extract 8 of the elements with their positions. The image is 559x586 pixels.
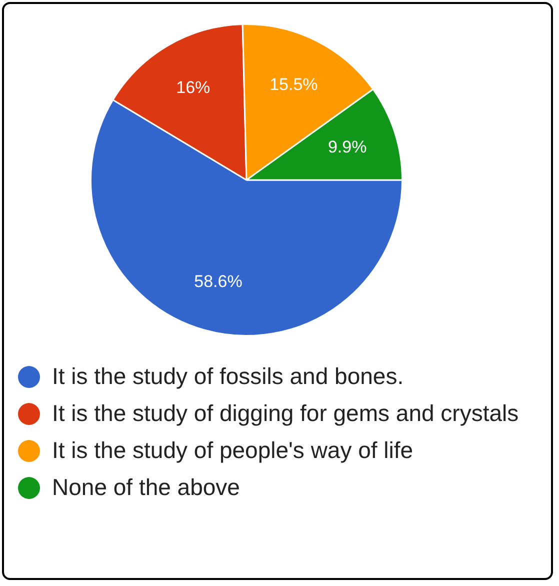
legend-label: It is the study of digging for gems and crystals — [52, 399, 519, 428]
data-label: 58.6% — [194, 272, 242, 291]
data-label: 9.9% — [328, 137, 367, 156]
data-label: 15.5% — [270, 74, 318, 94]
legend-label: It is the study of fossils and bones. — [52, 362, 404, 391]
legend-label: It is the study of people's way of life — [52, 436, 414, 465]
legend-label: None of the above — [52, 473, 240, 502]
data-label: 16% — [176, 78, 210, 98]
